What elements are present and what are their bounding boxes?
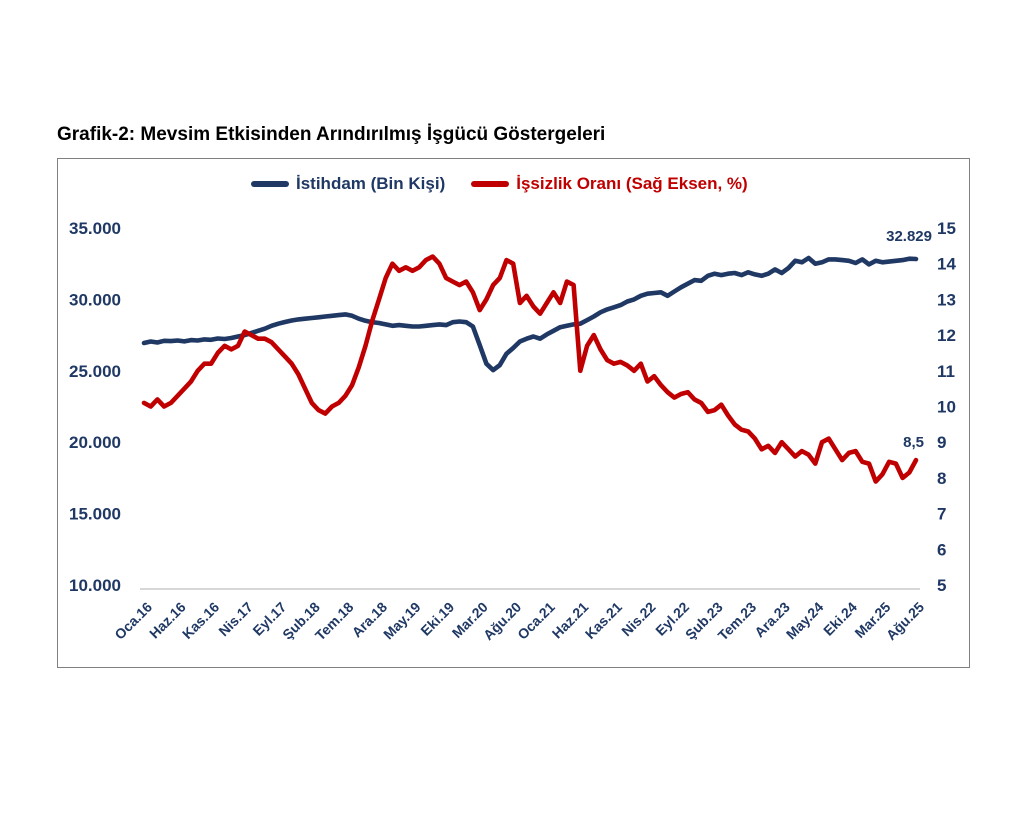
legend-label-employment: İstihdam (Bin Kişi) <box>296 174 446 193</box>
line-chart: 35.000 30.000 25.000 20.000 15.000 10.000 15 14… <box>69 219 956 644</box>
x-axis-tick-Nis.22: Nis.22 <box>618 599 659 640</box>
x-axis-tick-Ağu.25: Ağu.25 <box>883 599 927 643</box>
right-axis-tick-7: 7 <box>937 505 946 524</box>
employment-line-swatch <box>251 181 289 187</box>
right-axis-tick-13: 13 <box>937 290 956 309</box>
left-axis-tick-35.000: 35.000 <box>69 219 121 238</box>
right-axis-tick-8: 8 <box>937 469 946 488</box>
employment-line <box>141 255 919 373</box>
left-axis-tick-10.000: 10.000 <box>69 576 121 595</box>
x-axis-tick-Ağu.20: Ağu.20 <box>480 599 524 643</box>
chart-legend: İstihdam (Bin Kişi) İşsizlik Oranı (Sağ … <box>251 174 748 194</box>
x-axis-tick-May.19: May.19 <box>380 599 424 643</box>
left-axis-tick-30.000: 30.000 <box>69 290 121 309</box>
x-axis-tick-Oca.16: Oca.16 <box>111 599 155 643</box>
x-axis-tick-Kas.21: Kas.21 <box>582 599 625 642</box>
page-title: Grafik-2: Mevsim Etkisinden Arındırılmış… <box>57 124 606 145</box>
x-axis-tick-Tem.23: Tem.23 <box>715 599 760 644</box>
x-axis-tick-Nis.17: Nis.17 <box>215 599 256 640</box>
chart-frame: İstihdam (Bin Kişi) İşsizlik Oranı (Sağ … <box>57 158 970 668</box>
unemployment-line-swatch <box>471 181 510 187</box>
left-axis-tick-20.000: 20.000 <box>69 433 121 452</box>
unemployment-end-value-label: 8,5 <box>903 434 924 451</box>
right-axis-tick-5: 5 <box>937 576 946 595</box>
employment-end-value-label: 32.829 <box>886 228 932 245</box>
unemployment-line <box>141 254 919 484</box>
legend-item-employment: İstihdam (Bin Kişi) <box>251 174 445 194</box>
x-axis-tick-Kas.16: Kas.16 <box>179 599 222 642</box>
right-axis-tick-14: 14 <box>937 255 956 274</box>
x-axis-tick-Oca.21: Oca.21 <box>514 599 558 643</box>
right-axis-tick-12: 12 <box>937 326 956 345</box>
right-axis-tick-9: 9 <box>937 433 946 452</box>
x-axis-tick-Tem.18: Tem.18 <box>312 599 357 644</box>
left-axis-tick-15.000: 15.000 <box>69 505 121 524</box>
right-axis-tick-15: 15 <box>937 219 956 238</box>
legend-label-unemployment: İşsizlik Oranı (Sağ Eksen, %) <box>516 174 748 193</box>
right-axis-tick-6: 6 <box>937 540 946 559</box>
left-axis-tick-25.000: 25.000 <box>69 362 121 381</box>
x-axis-tick-May.24: May.24 <box>783 599 827 643</box>
legend-item-unemployment: İşsizlik Oranı (Sağ Eksen, %) <box>471 174 748 194</box>
right-axis-tick-11: 11 <box>937 362 955 381</box>
right-axis-tick-10: 10 <box>937 397 956 416</box>
